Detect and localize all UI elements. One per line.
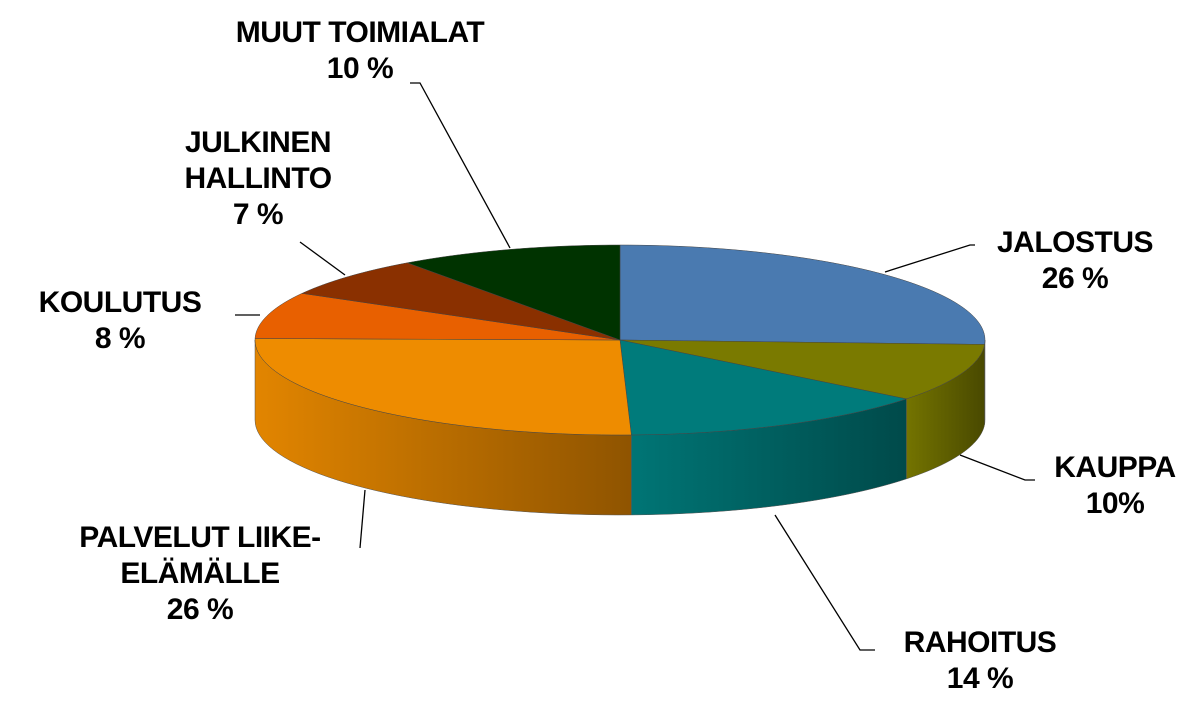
- slice: [254, 338, 632, 436]
- leader-line: [410, 82, 511, 249]
- slice: [254, 293, 621, 341]
- slice: [619, 339, 908, 436]
- value-label: 10%: [1085, 487, 1145, 520]
- leader-line: [359, 489, 366, 549]
- slice: [406, 244, 621, 341]
- category-label: PALVELUT LIIKE-ELÄMÄLLE: [79, 521, 321, 590]
- leader-line: [774, 514, 875, 651]
- category-label: RAHOITUS: [903, 626, 1057, 659]
- category-label: KOULUTUS: [38, 286, 202, 319]
- value-label: 26 %: [166, 593, 234, 626]
- slice-label: KOULUTUS 8 %: [0, 285, 240, 357]
- value-label: 14 %: [946, 662, 1014, 695]
- slice: [619, 244, 986, 345]
- leader-line: [299, 241, 346, 276]
- value-label: 10 %: [326, 52, 394, 85]
- slice-label: JULKINEN HALLINTO 7 %: [148, 125, 368, 233]
- slice-label: KAUPPA 10%: [1015, 450, 1200, 522]
- category-label: KAUPPA: [1054, 451, 1176, 484]
- value-label: 8 %: [94, 322, 146, 355]
- slice-label: JALOSTUS 26 %: [955, 225, 1195, 297]
- slice: [619, 339, 985, 400]
- category-label: JULKINEN HALLINTO: [184, 126, 332, 195]
- leader-line: [884, 244, 975, 273]
- category-label: JALOSTUS: [996, 226, 1154, 259]
- leader-line: [959, 454, 1035, 481]
- slice: [301, 262, 621, 341]
- slice-label: PALVELUT LIIKE-ELÄMÄLLE 26 %: [30, 520, 370, 628]
- slice-label: RAHOITUS 14 %: [860, 625, 1100, 697]
- category-label: MUUT TOIMIALAT: [235, 16, 485, 49]
- value-label: 26 %: [1041, 262, 1109, 295]
- value-label: 7 %: [232, 198, 284, 231]
- slice-label: MUUT TOIMIALAT 10 %: [180, 15, 540, 87]
